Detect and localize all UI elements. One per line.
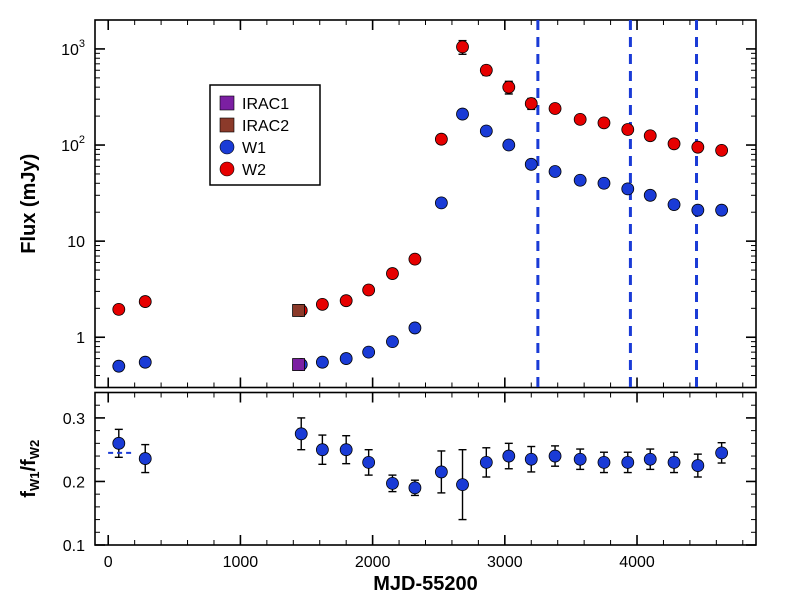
data-point [644, 189, 656, 201]
legend: IRAC1 IRAC2 W1 W2 [210, 85, 320, 185]
data-point [139, 356, 151, 368]
data-point [293, 304, 305, 316]
data-point [113, 303, 125, 315]
data-point [549, 102, 561, 114]
data-point [525, 158, 537, 170]
data-point [668, 138, 680, 150]
bottom-panel: 0.1 0.2 0.3 0 1000 2000 3000 4000 [63, 393, 756, 572]
data-point [409, 482, 421, 494]
data-point [692, 460, 704, 472]
data-point [409, 322, 421, 334]
ytick-label: 0.3 [63, 411, 85, 428]
data-point [295, 428, 307, 440]
chart-container: 110102103IRAC1IRAC2W1W2Flux (mJy)0.10.20… [0, 0, 786, 600]
legend-label: IRAC2 [242, 118, 289, 135]
data-point [435, 133, 447, 145]
legend-label: W2 [242, 162, 266, 179]
data-point [574, 174, 586, 186]
chart-svg: 110102103IRAC1IRAC2W1W2Flux (mJy)0.10.20… [0, 0, 786, 600]
data-point [316, 444, 328, 456]
data-point [480, 125, 492, 137]
data-point [598, 456, 610, 468]
data-point [598, 177, 610, 189]
data-point [503, 139, 515, 151]
data-point [692, 204, 704, 216]
data-point [435, 466, 447, 478]
data-point [574, 113, 586, 125]
data-point [386, 336, 398, 348]
data-point [363, 346, 375, 358]
data-point [316, 356, 328, 368]
data-point [363, 456, 375, 468]
legend-label: IRAC1 [242, 96, 289, 113]
xtick-label: 4000 [619, 554, 655, 571]
data-point [457, 108, 469, 120]
data-point [435, 197, 447, 209]
data-point [316, 298, 328, 310]
data-point [668, 456, 680, 468]
legend-marker [220, 118, 234, 132]
xtick-label: 1000 [223, 554, 259, 571]
data-point [668, 199, 680, 211]
xtick-label: 0 [104, 554, 113, 571]
data-point [716, 144, 728, 156]
data-point [692, 141, 704, 153]
xtick-label: 2000 [355, 554, 391, 571]
data-point [113, 437, 125, 449]
data-point [480, 456, 492, 468]
data-point [363, 284, 375, 296]
data-point [622, 124, 634, 136]
data-point [622, 183, 634, 195]
bottom-ylabel: fW1/fW2 [18, 440, 42, 498]
legend-marker [220, 140, 234, 154]
data-point [386, 477, 398, 489]
data-point [457, 41, 469, 53]
data-point [503, 81, 515, 93]
data-point [574, 453, 586, 465]
top-panel: 1 10 102 103 IRAC1 IRAC2 W1 W2 [61, 20, 756, 388]
data-point [113, 360, 125, 372]
data-point [139, 453, 151, 465]
legend-label: W1 [242, 140, 266, 157]
data-point [457, 479, 469, 491]
ytick-label: 10 [67, 234, 85, 251]
data-point [716, 447, 728, 459]
data-point [480, 64, 492, 76]
data-point [716, 204, 728, 216]
ytick-label: 103 [61, 38, 85, 59]
data-point [598, 117, 610, 129]
data-point [340, 353, 352, 365]
ytick-label: 0.2 [63, 474, 85, 491]
data-point [549, 166, 561, 178]
data-point [525, 453, 537, 465]
data-point [549, 450, 561, 462]
data-point [644, 453, 656, 465]
legend-marker [220, 96, 234, 110]
data-point [409, 253, 421, 265]
data-point [293, 359, 305, 371]
data-point [386, 268, 398, 280]
data-point [503, 450, 515, 462]
ytick-label: 102 [61, 134, 85, 155]
data-point [340, 295, 352, 307]
data-point [340, 444, 352, 456]
legend-marker [220, 162, 234, 176]
ytick-label: 1 [76, 330, 85, 347]
xlabel: MJD-55200 [373, 573, 478, 595]
xtick-label: 3000 [487, 554, 523, 571]
data-point [622, 456, 634, 468]
ytick-label: 0.1 [63, 538, 85, 555]
data-point [525, 98, 537, 110]
top-ylabel: Flux (mJy) [18, 154, 40, 254]
data-point [644, 130, 656, 142]
data-point [139, 296, 151, 308]
